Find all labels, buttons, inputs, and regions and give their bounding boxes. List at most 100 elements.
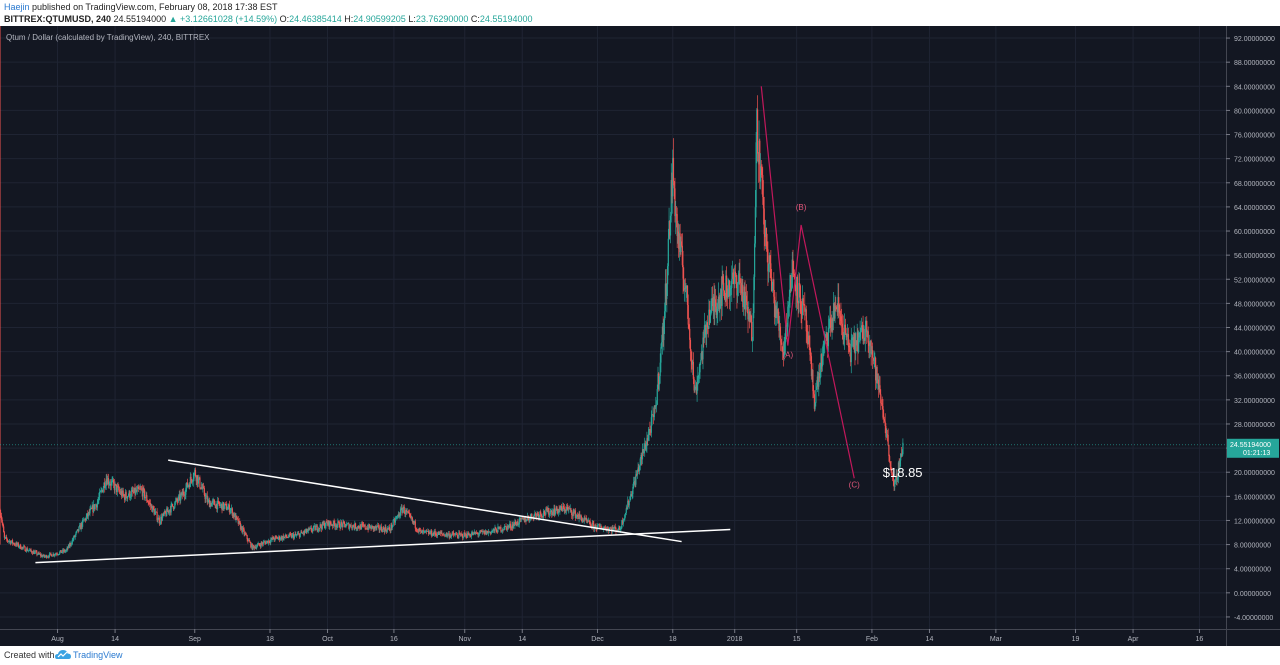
candle-body: [76, 529, 79, 531]
candle-body: [702, 337, 704, 360]
candle-body: [484, 531, 486, 535]
candle-body: [643, 449, 645, 454]
candle-body: [100, 490, 102, 492]
candle-body: [166, 508, 168, 516]
candle-body: [453, 534, 456, 536]
candle-body: [427, 531, 430, 535]
candle-body: [103, 482, 105, 488]
tradingview-link[interactable]: TradingView: [73, 650, 123, 660]
chart-area[interactable]: Aug 14 Sep 18 Oct 16 Nov 14 Dec 18 2018 15 Feb 14 Mar 1…: [0, 26, 1280, 646]
candle-body: [48, 553, 51, 558]
candle-body: [5, 537, 7, 538]
candle-body: [132, 489, 134, 493]
candle-body: [696, 383, 698, 394]
candle-body: [229, 510, 231, 513]
candle-body: [560, 506, 562, 509]
candle-body: [770, 277, 773, 291]
candle-body: [394, 519, 396, 523]
candle-body: [729, 288, 731, 297]
candle-body: [470, 536, 472, 538]
candle-body: [802, 298, 804, 305]
candle-body: [368, 524, 371, 528]
candle-body: [305, 528, 307, 532]
trendline: [35, 528, 731, 564]
candle-body: [317, 530, 319, 532]
candle-body: [589, 521, 591, 526]
candle-body: [188, 484, 190, 486]
candle-body: [769, 255, 771, 264]
candle-body: [51, 554, 53, 557]
candle-body: [651, 414, 653, 418]
price-chart[interactable]: Aug 14 Sep 18 Oct 16 Nov 14 Dec 18 2018 15 Feb 14 Mar 1…: [0, 26, 1280, 646]
candle-body: [546, 508, 548, 510]
candle-body: [844, 324, 846, 338]
candle-body: [885, 426, 887, 437]
candle-body: [0, 508, 1, 513]
candle-body: [641, 449, 644, 460]
candle-body: [578, 514, 580, 519]
candle-body: [295, 533, 297, 536]
candle-body: [747, 311, 749, 320]
candle-body: [439, 532, 441, 534]
candle-body: [69, 543, 71, 547]
candle-body: [316, 525, 318, 531]
candle-body: [644, 443, 646, 450]
candle-body: [840, 316, 842, 321]
candle-body: [565, 507, 568, 512]
candle-body: [75, 532, 77, 536]
candle-body: [646, 438, 648, 447]
candle-body: [59, 551, 61, 554]
candle-body: [661, 326, 664, 343]
candle-body: [586, 520, 588, 522]
candle-body: [650, 417, 652, 433]
candle-body: [582, 520, 585, 521]
candle-body: [537, 513, 540, 518]
candle-body: [842, 327, 844, 340]
candle-body: [823, 343, 825, 345]
candle-body: [767, 249, 769, 272]
candle-body: [401, 507, 403, 513]
candle-body: [845, 333, 847, 335]
candle-body: [553, 508, 555, 515]
candle-body: [53, 554, 56, 556]
candle-body: [891, 474, 894, 477]
candle-body: [558, 509, 560, 512]
y-tick-label: 72.00000000: [1234, 157, 1275, 164]
candle-body: [720, 289, 723, 306]
candle-body: [703, 325, 706, 339]
candle-body: [882, 406, 884, 418]
candle-body: [745, 295, 748, 302]
candle-body: [93, 504, 95, 512]
candle-body: [636, 474, 638, 476]
candle-body: [369, 526, 371, 528]
candle-body: [70, 543, 73, 545]
candle-body: [678, 231, 680, 249]
candle-body: [523, 517, 525, 520]
candle-body: [462, 537, 464, 539]
candle-body: [502, 529, 504, 531]
candle-body: [248, 540, 250, 542]
candle-body: [735, 274, 737, 285]
candle-body: [302, 532, 304, 534]
candle-body: [233, 513, 235, 517]
candle-body: [136, 488, 138, 492]
candle-body: [449, 535, 451, 538]
candle-body: [125, 492, 127, 498]
candle-body: [160, 516, 163, 521]
candle-body: [322, 522, 324, 525]
candle-body: [826, 332, 828, 341]
author-link[interactable]: Haejin: [4, 2, 30, 12]
candle-body: [683, 278, 685, 291]
candle-body: [18, 546, 20, 548]
candle-body: [655, 405, 657, 407]
candle-body: [618, 526, 620, 531]
x-tick-label: 14: [926, 636, 934, 643]
candle-body: [779, 326, 781, 331]
candle-body: [654, 405, 656, 407]
candle-body: [827, 340, 829, 347]
candle-body: [482, 531, 484, 533]
candle-body: [860, 325, 863, 331]
candle-body: [726, 297, 728, 298]
candle-body: [679, 233, 681, 253]
candle-body: [625, 508, 627, 513]
